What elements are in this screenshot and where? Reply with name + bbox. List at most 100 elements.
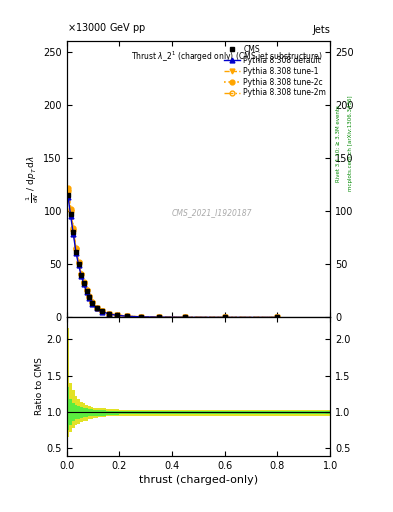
Bar: [83, 403, 85, 421]
Bar: [106, 409, 119, 416]
Pythia 8.308 tune-1: [183, 314, 188, 321]
Pythia 8.308 tune-2m: [275, 314, 280, 321]
CMS: [95, 305, 99, 311]
Pythia 8.308 default: [222, 314, 227, 321]
Pythia 8.308 tune-2c: [125, 313, 130, 319]
Pythia 8.308 default: [79, 273, 84, 279]
Pythia 8.308 tune-1: [138, 314, 143, 320]
Line: Pythia 8.308 tune-2m: Pythia 8.308 tune-2m: [66, 188, 280, 320]
Bar: [70, 383, 72, 433]
CMS: [183, 314, 188, 321]
CMS: [107, 311, 111, 317]
Pythia 8.308 tune-2c: [73, 245, 78, 251]
Pythia 8.308 tune-1: [73, 247, 78, 253]
Pythia 8.308 tune-2c: [114, 312, 119, 318]
Pythia 8.308 tune-2m: [125, 313, 130, 319]
Bar: [119, 410, 330, 416]
Pythia 8.308 tune-2c: [71, 225, 76, 231]
Pythia 8.308 tune-2m: [66, 188, 70, 194]
Pythia 8.308 tune-2c: [82, 279, 86, 285]
Pythia 8.308 tune-1: [68, 209, 73, 215]
CMS: [156, 314, 162, 320]
Bar: [72, 390, 75, 428]
Pythia 8.308 default: [156, 314, 162, 320]
Pythia 8.308 tune-1: [82, 281, 86, 287]
Text: CMS_2021_I1920187: CMS_2021_I1920187: [171, 208, 252, 217]
CMS: [100, 308, 105, 314]
Pythia 8.308 tune-2c: [76, 259, 81, 265]
CMS: [90, 300, 94, 306]
Pythia 8.308 tune-1: [84, 288, 89, 294]
CMS: [71, 229, 76, 236]
Bar: [77, 406, 80, 419]
Bar: [88, 409, 90, 416]
Pythia 8.308 tune-2c: [66, 185, 70, 191]
CMS: [87, 294, 92, 301]
Text: Thrust $\lambda\_2^1$ (charged only) (CMS jet substructure): Thrust $\lambda\_2^1$ (charged only) (CM…: [131, 49, 322, 63]
Pythia 8.308 tune-2c: [138, 314, 143, 320]
Pythia 8.308 tune-2m: [90, 300, 94, 306]
Pythia 8.308 tune-2c: [156, 314, 162, 320]
CMS: [275, 314, 280, 321]
Pythia 8.308 tune-2m: [107, 311, 111, 317]
Pythia 8.308 tune-2c: [183, 314, 188, 321]
Bar: [72, 403, 75, 421]
Pythia 8.308 tune-2m: [76, 260, 81, 266]
Pythia 8.308 tune-2m: [183, 314, 188, 321]
CMS: [68, 211, 73, 218]
Bar: [98, 410, 106, 416]
Bar: [88, 406, 90, 419]
Pythia 8.308 default: [87, 295, 92, 302]
Pythia 8.308 default: [82, 282, 86, 288]
Pythia 8.308 default: [100, 309, 105, 315]
Bar: [80, 402, 83, 422]
Bar: [80, 407, 83, 418]
Y-axis label: $\frac{1}{\mathrm{d}N}$ / $\mathrm{d}p_T\,\mathrm{d}\lambda$: $\frac{1}{\mathrm{d}N}$ / $\mathrm{d}p_T…: [24, 155, 40, 203]
CMS: [76, 261, 81, 267]
Pythia 8.308 tune-2m: [79, 271, 84, 278]
Pythia 8.308 default: [138, 314, 143, 320]
CMS: [138, 314, 143, 320]
Bar: [77, 399, 80, 423]
CMS: [125, 313, 130, 319]
Pythia 8.308 tune-2m: [73, 246, 78, 252]
Pythia 8.308 tune-2c: [84, 287, 89, 293]
Text: $\times$13000 GeV pp: $\times$13000 GeV pp: [67, 22, 146, 35]
Pythia 8.308 tune-2c: [90, 299, 94, 305]
Pythia 8.308 tune-2m: [100, 308, 105, 314]
Bar: [93, 408, 98, 418]
Bar: [93, 410, 98, 416]
Pythia 8.308 tune-2m: [82, 280, 86, 286]
Bar: [75, 405, 77, 419]
Pythia 8.308 tune-1: [275, 314, 280, 321]
Bar: [90, 409, 93, 416]
Pythia 8.308 tune-2c: [87, 293, 92, 299]
Line: CMS: CMS: [66, 193, 280, 320]
Pythia 8.308 default: [95, 305, 99, 311]
Pythia 8.308 tune-2m: [84, 287, 89, 293]
Pythia 8.308 default: [90, 301, 94, 307]
Bar: [83, 408, 85, 417]
Pythia 8.308 default: [84, 289, 89, 295]
Pythia 8.308 tune-2c: [100, 308, 105, 314]
CMS: [82, 281, 86, 287]
Pythia 8.308 tune-2c: [79, 271, 84, 277]
Pythia 8.308 tune-1: [79, 272, 84, 278]
Pythia 8.308 tune-2m: [156, 314, 162, 320]
CMS: [73, 248, 78, 254]
Bar: [90, 407, 93, 419]
Bar: [85, 409, 88, 417]
Pythia 8.308 tune-2c: [275, 314, 280, 321]
Pythia 8.308 tune-1: [87, 294, 92, 301]
CMS: [114, 312, 119, 318]
Pythia 8.308 tune-2m: [71, 227, 76, 233]
Pythia 8.308 tune-2c: [107, 310, 111, 316]
Pythia 8.308 tune-1: [71, 228, 76, 234]
CMS: [222, 314, 227, 321]
Bar: [67, 387, 70, 430]
Pythia 8.308 tune-2c: [68, 206, 73, 212]
Y-axis label: Ratio to CMS: Ratio to CMS: [35, 357, 44, 416]
Pythia 8.308 tune-1: [66, 189, 70, 195]
Pythia 8.308 tune-2m: [138, 314, 143, 320]
Text: mcplots.cern.ch [arXiv:1306.3436]: mcplots.cern.ch [arXiv:1306.3436]: [348, 96, 353, 191]
